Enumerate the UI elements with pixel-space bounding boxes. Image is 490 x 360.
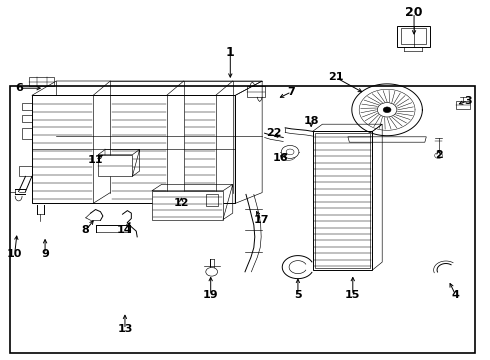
Circle shape bbox=[206, 267, 218, 276]
Text: 6: 6 bbox=[16, 83, 24, 93]
Circle shape bbox=[286, 149, 294, 155]
Circle shape bbox=[281, 145, 299, 158]
Text: 16: 16 bbox=[273, 153, 289, 163]
Text: 11: 11 bbox=[88, 155, 103, 165]
Text: 20: 20 bbox=[405, 6, 423, 19]
Text: 1: 1 bbox=[226, 46, 235, 59]
Bar bbox=[401, 28, 426, 44]
Bar bbox=[397, 26, 430, 47]
Text: 2: 2 bbox=[435, 150, 442, 160]
Circle shape bbox=[435, 153, 442, 158]
Text: 9: 9 bbox=[41, 249, 49, 259]
Text: 18: 18 bbox=[303, 116, 319, 126]
Text: 19: 19 bbox=[203, 290, 219, 300]
Text: 14: 14 bbox=[117, 225, 133, 235]
Bar bbox=[206, 194, 218, 206]
Text: 8: 8 bbox=[82, 225, 90, 235]
Text: 4: 4 bbox=[452, 290, 460, 300]
Text: 5: 5 bbox=[294, 290, 302, 300]
Circle shape bbox=[377, 103, 397, 117]
Bar bbox=[315, 133, 370, 268]
Polygon shape bbox=[98, 155, 132, 176]
Text: 17: 17 bbox=[253, 215, 269, 225]
Polygon shape bbox=[152, 191, 223, 220]
Text: 13: 13 bbox=[117, 324, 133, 334]
Bar bbox=[10, 86, 475, 353]
Text: 10: 10 bbox=[7, 249, 23, 259]
Text: 15: 15 bbox=[345, 290, 361, 300]
Text: 21: 21 bbox=[328, 72, 343, 82]
Text: 22: 22 bbox=[266, 128, 281, 138]
Text: 3: 3 bbox=[464, 96, 472, 106]
Text: 7: 7 bbox=[288, 87, 295, 97]
Text: 12: 12 bbox=[173, 198, 189, 208]
Circle shape bbox=[383, 107, 391, 113]
